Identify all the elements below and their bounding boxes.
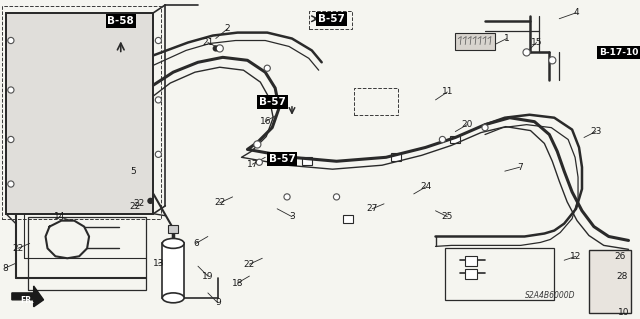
Circle shape [9,39,13,42]
Polygon shape [12,286,44,307]
Text: 5: 5 [131,167,136,176]
Circle shape [156,38,161,43]
Circle shape [524,50,529,55]
Circle shape [9,182,13,186]
Bar [589,250,632,313]
Ellipse shape [163,293,184,303]
Circle shape [257,160,261,164]
Circle shape [8,181,14,187]
Bar [344,215,353,223]
Text: 17: 17 [246,160,258,169]
Text: 3: 3 [289,212,295,221]
Text: 20: 20 [461,120,473,129]
Ellipse shape [163,239,184,249]
Text: 18: 18 [232,278,243,287]
Text: 25: 25 [442,212,453,221]
Text: B-57: B-57 [318,14,345,24]
Circle shape [8,87,14,93]
Text: 23: 23 [590,127,602,136]
Circle shape [483,126,487,130]
Text: 7: 7 [516,163,522,172]
Circle shape [148,198,153,203]
Circle shape [440,137,445,143]
Bar [309,11,353,29]
Bar [465,256,477,266]
Bar [163,243,184,298]
Text: 13: 13 [152,259,164,268]
Circle shape [255,142,260,147]
Circle shape [8,137,14,143]
Circle shape [157,39,160,42]
Text: B-57: B-57 [269,154,296,164]
Circle shape [549,57,556,64]
Bar [355,88,398,115]
Circle shape [550,58,555,63]
Circle shape [441,138,444,141]
Text: 4: 4 [573,8,579,17]
Bar [2,6,161,219]
Circle shape [9,138,13,141]
Text: 14: 14 [54,212,65,221]
Circle shape [285,195,289,199]
Text: 22: 22 [214,198,225,207]
Text: 1: 1 [504,34,509,43]
Bar [28,217,147,290]
Text: 2: 2 [225,24,230,33]
Text: 11: 11 [442,87,453,96]
Circle shape [523,49,530,56]
Bar [445,249,554,300]
Text: 16: 16 [259,117,271,126]
Circle shape [218,46,222,51]
Text: 10: 10 [618,308,629,317]
Bar [6,13,154,214]
Bar [168,225,178,233]
Bar [391,153,401,161]
Text: 8: 8 [2,264,8,273]
Circle shape [8,38,14,43]
Circle shape [333,194,339,200]
Circle shape [254,141,261,148]
Text: B-58: B-58 [108,16,134,26]
Text: B-57: B-57 [259,97,285,107]
Circle shape [284,194,290,200]
Circle shape [156,97,161,103]
Text: 27: 27 [367,204,378,213]
Text: S2A4B6000D: S2A4B6000D [525,291,575,300]
Text: 22: 22 [129,202,140,211]
Text: 12: 12 [570,252,582,261]
Bar [302,157,312,165]
Text: 24: 24 [420,182,431,191]
Bar [6,13,154,214]
Circle shape [213,46,218,51]
Circle shape [157,98,160,102]
Text: 15: 15 [531,38,542,47]
Text: 19: 19 [202,271,214,281]
Circle shape [266,66,269,70]
Circle shape [482,125,488,130]
Circle shape [335,195,339,199]
Text: B-17-10: B-17-10 [599,48,638,57]
Text: 22: 22 [133,199,144,208]
Text: 21: 21 [202,38,214,47]
Bar [451,136,460,144]
Circle shape [264,65,270,71]
Circle shape [156,152,161,157]
Circle shape [257,159,262,165]
Bar [455,33,495,50]
Circle shape [157,152,160,156]
Text: 22: 22 [244,260,255,269]
Circle shape [216,45,223,52]
Text: 28: 28 [616,271,627,281]
Bar [465,269,477,279]
Text: 22: 22 [12,244,24,253]
Text: FR.: FR. [20,296,35,305]
Text: 26: 26 [614,252,625,261]
Circle shape [9,88,13,92]
Text: 6: 6 [193,239,199,248]
Text: 9: 9 [215,298,221,307]
